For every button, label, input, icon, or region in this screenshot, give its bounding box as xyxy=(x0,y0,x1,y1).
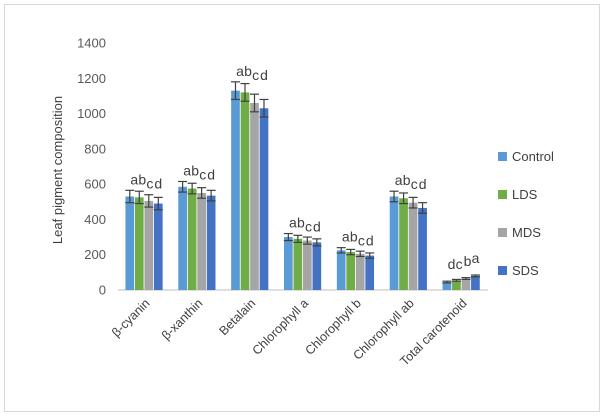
bar xyxy=(231,90,240,290)
bar xyxy=(206,195,216,290)
significance-label: dcba xyxy=(448,250,480,272)
y-tick-label: 1200 xyxy=(77,71,106,86)
bar xyxy=(461,278,471,290)
bar xyxy=(418,207,427,290)
y-tick-label: 400 xyxy=(84,212,106,227)
bar xyxy=(336,250,346,290)
x-tick-label: Betalain xyxy=(216,296,258,338)
legend-label: Control xyxy=(512,149,554,164)
bar xyxy=(471,275,480,290)
y-tick-label: 0 xyxy=(99,283,106,298)
bar xyxy=(178,186,187,290)
significance-label: abcd xyxy=(395,172,427,192)
significance-label: abcd xyxy=(130,171,162,191)
bar xyxy=(293,238,303,290)
bar xyxy=(259,108,269,291)
bar xyxy=(399,198,408,290)
bar xyxy=(312,242,322,290)
y-axis-ticks: 0 200 400 600 800 1000 1200 1400 xyxy=(77,36,106,298)
legend-swatch xyxy=(498,228,507,237)
bar xyxy=(442,282,452,290)
y-tick-label: 1400 xyxy=(77,36,106,51)
legend-label: MDS xyxy=(512,225,541,240)
bar xyxy=(408,202,418,290)
bar xyxy=(303,240,312,290)
bar xyxy=(365,255,375,290)
bar xyxy=(250,102,259,290)
y-tick-label: 800 xyxy=(84,141,106,156)
significance-label: abcd xyxy=(183,162,215,182)
bar xyxy=(125,196,135,290)
y-tick-label: 600 xyxy=(84,177,106,192)
significance-label: abcd xyxy=(342,229,374,249)
chart-frame xyxy=(4,4,600,412)
bar xyxy=(144,200,154,290)
bar xyxy=(134,197,144,290)
bar xyxy=(284,237,293,290)
y-axis-title: Leaf pigment composition xyxy=(50,96,65,244)
x-tick-label: β-xanthin xyxy=(159,296,205,342)
x-tick-label: β-cyanin xyxy=(109,296,153,340)
bar xyxy=(346,252,356,290)
y-axis-title-group: Leaf pigment composition xyxy=(50,96,65,244)
legend-label: SDS xyxy=(512,263,539,278)
error-bars xyxy=(125,81,480,284)
legend-swatch xyxy=(498,190,507,199)
bar xyxy=(355,253,365,290)
bar-series xyxy=(125,90,480,291)
bar xyxy=(452,280,461,290)
legend: Control LDS MDS SDS xyxy=(498,149,554,278)
legend-swatch xyxy=(498,266,507,275)
bar xyxy=(389,196,399,290)
y-tick-label: 1000 xyxy=(77,106,106,121)
bar xyxy=(187,188,197,290)
bar xyxy=(240,92,250,291)
bar xyxy=(153,203,163,290)
legend-label: LDS xyxy=(512,187,538,202)
bar xyxy=(197,192,206,290)
significance-label: abcd xyxy=(289,215,321,235)
significance-letters: abcd abcd abcd abcd abcd abcd dcba xyxy=(130,63,479,272)
significance-label: abcd xyxy=(236,63,268,83)
legend-swatch xyxy=(498,152,507,161)
y-tick-label: 200 xyxy=(84,247,106,262)
